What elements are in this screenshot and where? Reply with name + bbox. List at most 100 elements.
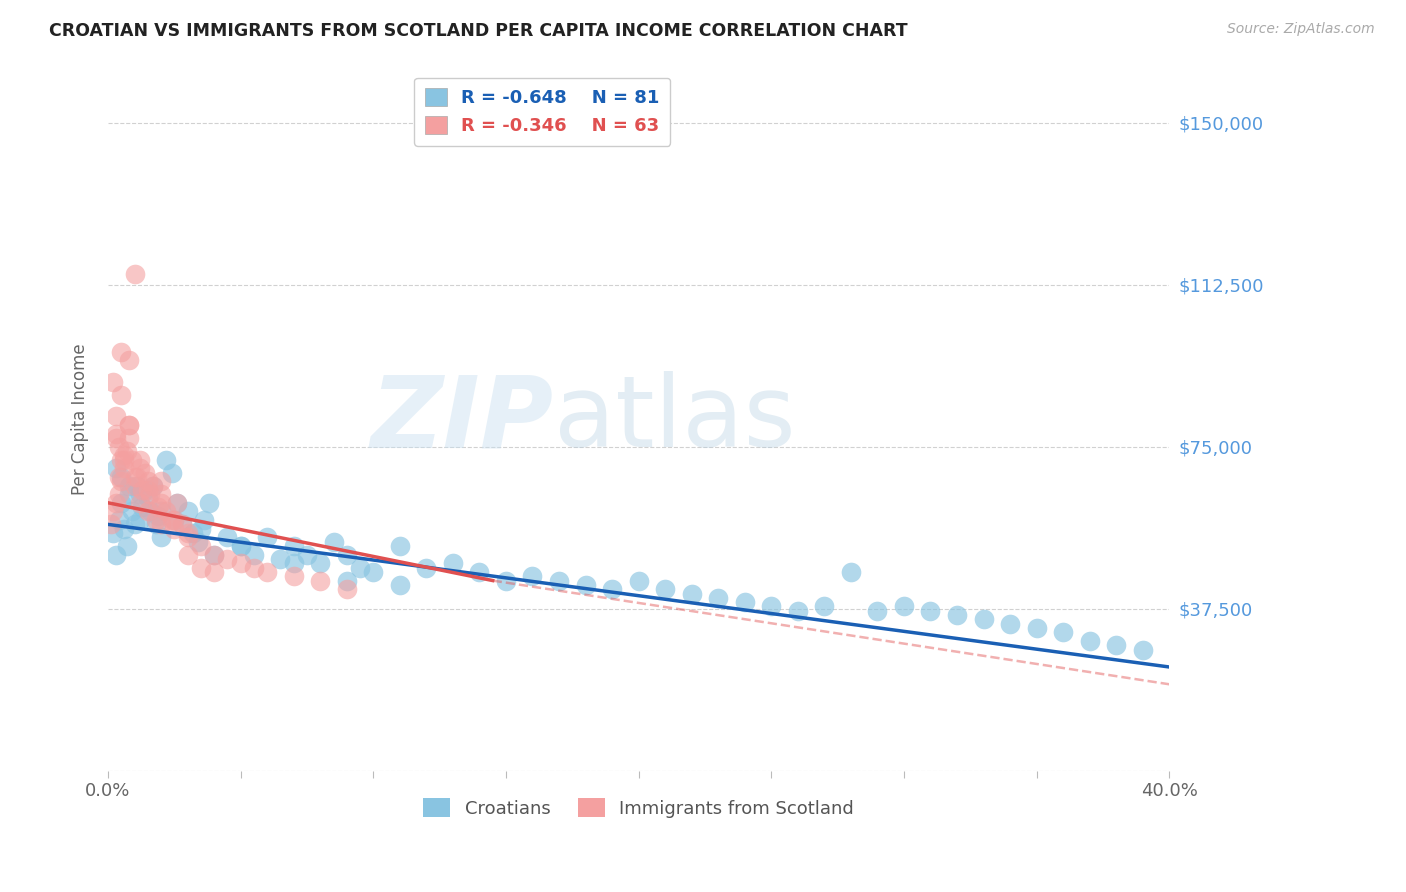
Point [495,574,517,588]
Point [866,604,889,618]
Point [548,574,571,588]
Point [103,504,125,518]
Text: CROATIAN VS IMMIGRANTS FROM SCOTLAND PER CAPITA INCOME CORRELATION CHART: CROATIAN VS IMMIGRANTS FROM SCOTLAND PER… [49,22,908,40]
Point [176,548,198,562]
Point [115,444,138,458]
Point [1105,639,1128,653]
Point [150,530,173,544]
Point [127,478,149,492]
Point [163,513,186,527]
Point [118,353,141,368]
Legend: Croatians, Immigrants from Scotland: Croatians, Immigrants from Scotland [416,791,860,825]
Point [786,604,808,618]
Point [155,452,177,467]
Point [349,560,371,574]
Point [761,599,783,614]
Point [104,496,127,510]
Point [118,417,141,432]
Point [190,560,212,574]
Point [110,388,132,402]
Point [600,582,623,597]
Point [813,599,835,614]
Point [229,539,252,553]
Point [176,530,198,544]
Point [1025,621,1047,635]
Point [142,478,165,492]
Point [202,548,225,562]
Text: ZIP: ZIP [371,371,554,468]
Point [166,496,188,510]
Point [148,508,170,523]
Point [217,552,239,566]
Point [107,513,129,527]
Point [128,513,150,527]
Point [128,461,150,475]
Point [681,586,703,600]
Point [163,522,186,536]
Point [139,504,162,518]
Text: Source: ZipAtlas.com: Source: ZipAtlas.com [1227,22,1375,37]
Point [160,513,183,527]
Point [107,487,129,501]
Point [112,448,135,462]
Point [107,440,129,454]
Point [136,504,159,518]
Point [112,461,135,475]
Point [107,470,129,484]
Point [104,431,127,445]
Point [627,574,650,588]
Point [522,569,544,583]
Point [734,595,756,609]
Point [134,483,156,497]
Point [163,513,186,527]
Point [148,500,170,515]
Point [839,565,862,579]
Point [176,526,198,541]
Point [104,461,127,475]
Point [202,548,225,562]
Point [110,496,132,510]
Point [336,574,359,588]
Point [104,548,127,562]
Point [115,539,138,553]
Point [103,375,125,389]
Point [1052,625,1074,640]
Point [136,483,159,497]
Point [187,534,209,549]
Point [118,478,141,492]
Point [142,478,165,492]
Point [145,513,167,527]
Point [118,487,141,501]
Point [574,578,596,592]
Point [121,504,143,518]
Point [150,474,173,488]
Point [217,530,239,544]
Point [160,466,183,480]
Point [243,560,266,574]
Point [118,417,141,432]
Point [193,513,215,527]
Point [198,496,221,510]
Point [110,470,132,484]
Point [998,616,1021,631]
Point [134,466,156,480]
Point [145,517,167,532]
Point [150,517,173,532]
Point [322,534,344,549]
Point [128,452,150,467]
Point [283,556,305,570]
Point [295,548,318,562]
Point [131,483,153,497]
Point [336,548,359,562]
Point [112,522,135,536]
Point [121,452,143,467]
Point [1132,642,1154,657]
Y-axis label: Per Capita Income: Per Capita Income [72,343,89,495]
Point [104,409,127,424]
Point [100,517,122,532]
Point [388,578,411,592]
Point [893,599,915,614]
Point [243,548,266,562]
Point [172,517,194,532]
Point [124,470,146,484]
